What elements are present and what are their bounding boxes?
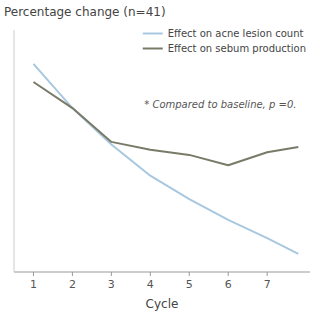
x-tick-label: 5	[186, 278, 193, 291]
y-axis-line	[14, 30, 15, 272]
x-tick	[111, 272, 112, 276]
x-tick	[228, 272, 229, 276]
series-line	[33, 64, 298, 254]
legend-swatch	[143, 48, 163, 50]
x-tick	[33, 272, 34, 276]
x-tick-label: 4	[147, 278, 154, 291]
y-axis-label: Percentage change (n=41)	[4, 5, 166, 19]
legend-label: Effect on sebum production	[168, 43, 306, 54]
x-tick-label: 3	[108, 278, 115, 291]
x-tick-label: 7	[264, 278, 271, 291]
series-line	[33, 82, 298, 165]
x-tick	[189, 272, 190, 276]
x-tick-label: 6	[225, 278, 232, 291]
plot-lines	[33, 64, 298, 254]
legend-swatch	[143, 33, 163, 35]
annotation: * Compared to baseline, p =0.	[144, 99, 296, 110]
x-axis-label: Cycle	[146, 297, 179, 311]
x-tick-label: 2	[69, 278, 76, 291]
x-axis-line	[14, 272, 310, 273]
x-tick	[267, 272, 268, 276]
x-tick	[72, 272, 73, 276]
legend: Effect on acne lesion count Effect on seb…	[143, 28, 306, 54]
chart: 1234567CyclePercentage change (n=41)Effe…	[0, 0, 320, 320]
x-tick-label: 1	[30, 278, 37, 291]
legend-label: Effect on acne lesion count	[168, 28, 304, 39]
x-tick	[150, 272, 151, 276]
